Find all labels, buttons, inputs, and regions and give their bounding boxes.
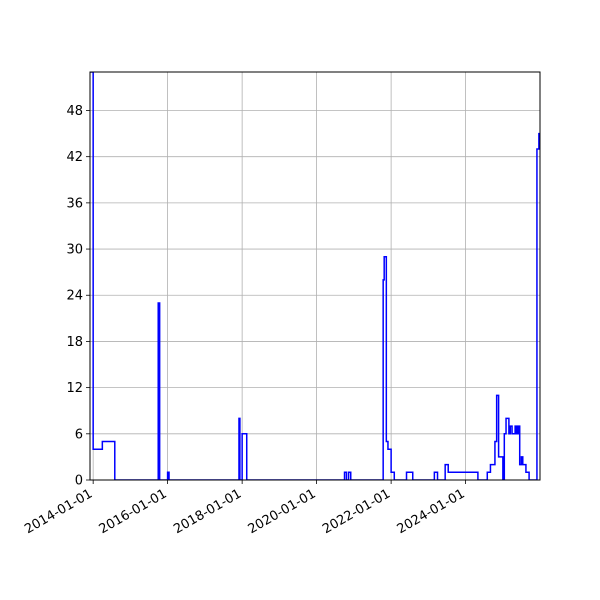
y-tick-label: 12 (66, 381, 83, 396)
plot-frame (89, 71, 541, 481)
plot-area (90, 72, 540, 480)
series-line (90, 72, 540, 480)
y-tick-label: 42 (66, 150, 83, 165)
y-tick-label: 18 (66, 335, 83, 350)
y-tick-label: 24 (66, 289, 83, 304)
y-tick-label: 48 (66, 104, 83, 119)
y-tick-label: 30 (66, 243, 83, 258)
y-tick-label: 6 (75, 427, 83, 442)
y-axis: 0 6 12 18 24 30 36 42 48 (66, 104, 90, 489)
y-tick-label: 36 (66, 196, 83, 211)
y-tick-label: 0 (75, 474, 83, 489)
